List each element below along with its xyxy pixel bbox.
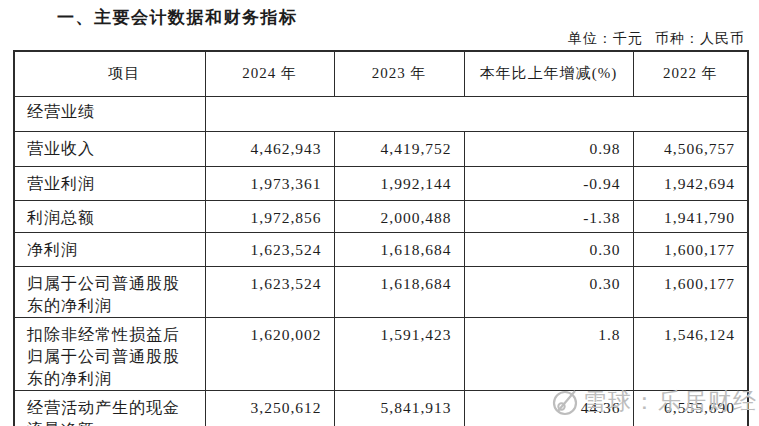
row-value-2022: 1,600,177 xyxy=(633,232,748,266)
row-item-label: 净利润 xyxy=(14,232,205,266)
row-value-2023: 1,618,684 xyxy=(334,266,464,317)
row-item-label: 利润总额 xyxy=(14,200,205,232)
financial-indicators-table: 项目 2024 年 2023 年 本年比上年增减(%) 2022 年 经营业绩 … xyxy=(13,50,749,426)
row-value-2024: 1,620,002 xyxy=(205,317,334,390)
table-header-row: 项目 2024 年 2023 年 本年比上年增减(%) 2022 年 xyxy=(14,51,748,96)
row-item-label: 营业收入 xyxy=(14,131,205,166)
row-value-2023: 1,591,423 xyxy=(334,317,464,390)
column-header-2022: 2022 年 xyxy=(633,51,748,96)
row-value-2024: 4,462,943 xyxy=(205,131,334,166)
row-value-2024: 1,623,524 xyxy=(205,232,334,266)
page-title: 一、主要会计数据和财务指标 xyxy=(57,6,298,29)
row-item-label: 归属于公司普通股股东的净利润 xyxy=(14,266,205,317)
currency-label: 币种：人民币 xyxy=(655,30,745,48)
section-row-empty-cell xyxy=(205,96,748,131)
row-value-2022: 1,546,124 xyxy=(633,317,748,390)
row-value-2022: 1,942,694 xyxy=(633,166,748,200)
row-value-change-pct: 44.36 xyxy=(464,390,633,426)
row-value-2022: 1,600,177 xyxy=(633,266,748,317)
table-row: 净利润 1,623,524 1,618,684 0.30 1,600,177 xyxy=(14,232,748,266)
financial-report-page: { "page": { "title": "一、主要会计数据和财务指标", "u… xyxy=(0,0,759,426)
row-item-label: 经营活动产生的现金流量净额 xyxy=(14,390,205,426)
table-row: 扣除非经常性损益后归属于公司普通股股东的净利润 1,620,002 1,591,… xyxy=(14,317,748,390)
row-value-2023: 5,841,913 xyxy=(334,390,464,426)
row-value-change-pct: -0.94 xyxy=(464,166,633,200)
row-value-2023: 1,618,684 xyxy=(334,232,464,266)
unit-currency-line: 单位：千元 币种：人民币 xyxy=(568,30,745,48)
table-row: 归属于公司普通股股东的净利润 1,623,524 1,618,684 0.30 … xyxy=(14,266,748,317)
row-value-2023: 4,419,752 xyxy=(334,131,464,166)
table-row: 营业收入 4,462,943 4,419,752 0.98 4,506,757 xyxy=(14,131,748,166)
column-header-item: 项目 xyxy=(14,51,205,96)
row-value-change-pct: 1.8 xyxy=(464,317,633,390)
column-header-2024: 2024 年 xyxy=(205,51,334,96)
section-row-operating-performance: 经营业绩 xyxy=(14,96,748,131)
row-value-2024: 1,972,856 xyxy=(205,200,334,232)
unit-label: 单位：千元 xyxy=(568,30,643,48)
row-value-change-pct: 0.30 xyxy=(464,232,633,266)
row-value-2022: 6,555,690 xyxy=(633,390,748,426)
row-value-change-pct: 0.98 xyxy=(464,131,633,166)
table-row: 营业利润 1,973,361 1,992,144 -0.94 1,942,694 xyxy=(14,166,748,200)
row-value-2024: 3,250,612 xyxy=(205,390,334,426)
row-item-label: 扣除非经常性损益后归属于公司普通股股东的净利润 xyxy=(14,317,205,390)
column-header-2023: 2023 年 xyxy=(334,51,464,96)
column-header-change-pct: 本年比上年增减(%) xyxy=(464,51,633,96)
row-value-2023: 2,000,488 xyxy=(334,200,464,232)
table-row: 经营活动产生的现金流量净额 3,250,612 5,841,913 44.36 … xyxy=(14,390,748,426)
table-row: 利润总额 1,972,856 2,000,488 -1.38 1,941,790 xyxy=(14,200,748,232)
section-header-label: 经营业绩 xyxy=(14,96,205,131)
row-value-2022: 1,941,790 xyxy=(633,200,748,232)
row-value-2022: 4,506,757 xyxy=(633,131,748,166)
row-value-change-pct: -1.38 xyxy=(464,200,633,232)
row-item-label: 营业利润 xyxy=(14,166,205,200)
row-value-2023: 1,992,144 xyxy=(334,166,464,200)
row-value-change-pct: 0.30 xyxy=(464,266,633,317)
row-value-2024: 1,623,524 xyxy=(205,266,334,317)
row-value-2024: 1,973,361 xyxy=(205,166,334,200)
